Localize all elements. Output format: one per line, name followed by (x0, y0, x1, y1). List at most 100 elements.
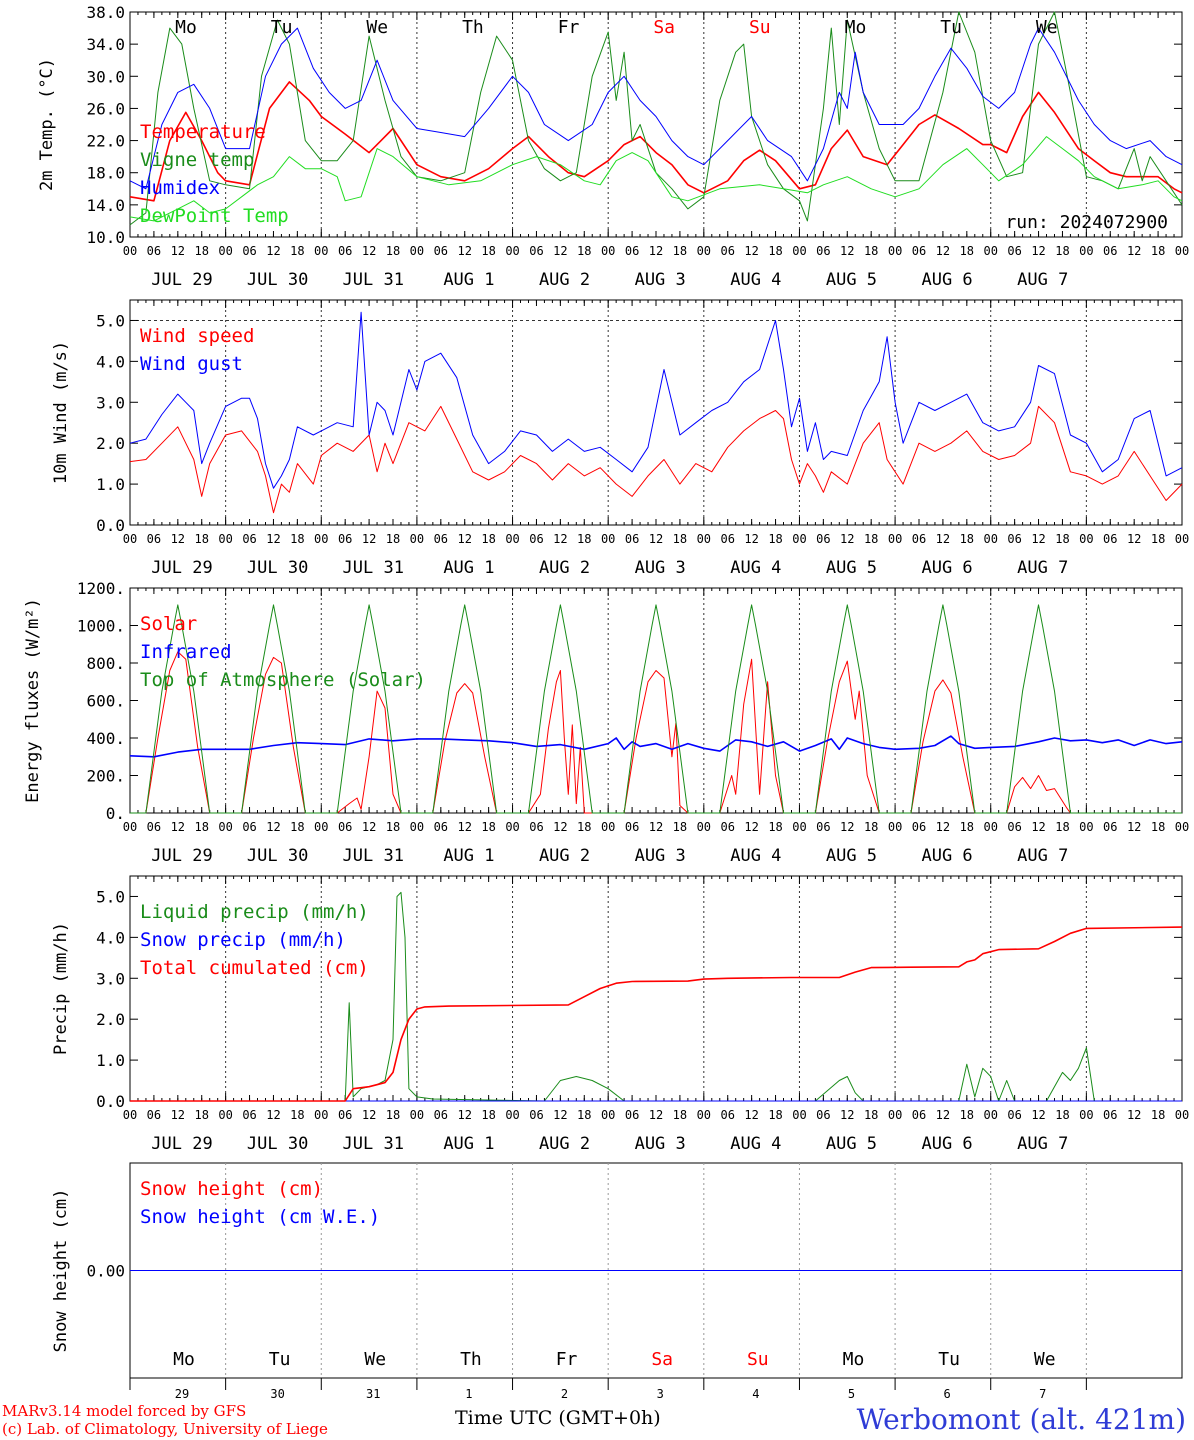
date-label: AUG 3 (635, 558, 686, 578)
series-line-1-2 (129, 11, 1183, 226)
hour-tick-label: 00 (792, 244, 806, 258)
date-label: AUG 7 (1017, 846, 1068, 866)
hour-tick-label: 12 (553, 1108, 567, 1122)
hour-tick-label: 06 (721, 820, 735, 834)
hour-tick-label: 18 (195, 820, 209, 834)
hour-tick-label: 00 (505, 244, 519, 258)
hour-tick-label: 18 (386, 820, 400, 834)
hour-tick-label: 06 (1103, 1108, 1117, 1122)
hour-tick-label: 18 (864, 1108, 878, 1122)
date-label: AUG 1 (443, 1134, 494, 1154)
hour-tick-label: 12 (553, 820, 567, 834)
date-label: AUG 4 (730, 558, 781, 578)
hour-tick-label: 06 (1007, 820, 1021, 834)
hour-tick-label: 12 (171, 244, 185, 258)
day-name-bottom: Fr (556, 1349, 578, 1370)
hour-tick-label: 00 (123, 820, 137, 834)
hour-tick-label: 12 (458, 820, 472, 834)
date-label: AUG 4 (730, 1134, 781, 1154)
series-line-4-1 (130, 891, 1182, 1102)
date-label: JUL 31 (343, 558, 404, 578)
date-label: AUG 5 (826, 1134, 877, 1154)
series-line-4-3 (130, 926, 1183, 1102)
day-name-top: Fr (558, 17, 580, 38)
hour-tick-label: 18 (768, 1108, 782, 1122)
hour-tick-label: 00 (314, 532, 328, 546)
series-line-2-2 (129, 311, 1183, 489)
x-axis-title: Time UTC (GMT+0h) (455, 1407, 661, 1429)
hour-tick-label: 00 (505, 532, 519, 546)
hour-tick-label: 06 (721, 244, 735, 258)
hour-tick-label: 00 (1175, 532, 1189, 546)
hour-tick-label: 00 (697, 532, 711, 546)
hour-tick-label: 00 (697, 820, 711, 834)
hour-tick-label: 06 (625, 1108, 639, 1122)
date-label: AUG 5 (826, 270, 877, 290)
panel-2: 00 06 12 18 00 06 12 18 00 06 12 18 00 06 12 18 00 06 12 18… (51, 299, 1189, 578)
day-name-top: Sa (653, 17, 675, 38)
hour-tick-label: 12 (649, 820, 663, 834)
y-tick-label: 2.0 (96, 1010, 125, 1029)
hour-tick-label: 12 (553, 532, 567, 546)
hour-tick-label: 06 (147, 1108, 161, 1122)
hour-tick-label: 00 (410, 820, 424, 834)
hour-tick-label: 12 (744, 1108, 758, 1122)
y-tick-label: 1.0 (96, 1051, 125, 1070)
hour-tick-label: 06 (721, 1108, 735, 1122)
hour-tick-label: 06 (912, 532, 926, 546)
hour-tick-label: 06 (338, 1108, 352, 1122)
hour-tick-label: 00 (792, 532, 806, 546)
day-name-top: We (1036, 17, 1058, 38)
date-label: AUG 3 (635, 270, 686, 290)
day-name-bottom: Su (747, 1349, 769, 1370)
y-tick-label: 5.0 (96, 887, 125, 906)
date-label: AUG 7 (1017, 270, 1068, 290)
y-tick-label: 10.0 (86, 228, 125, 247)
date-label: AUG 3 (635, 1134, 686, 1154)
date-label: AUG 6 (921, 846, 972, 866)
legend-entry: Wind speed (140, 325, 254, 347)
hour-tick-label: 12 (458, 532, 472, 546)
hour-tick-label: 00 (410, 532, 424, 546)
legend-entry: Snow height (cm) (140, 1178, 323, 1200)
date-label: JUL 30 (247, 1134, 308, 1154)
hour-tick-label: 18 (577, 532, 591, 546)
legend-entry: Solar (140, 613, 197, 635)
hour-tick-label: 00 (601, 820, 615, 834)
day-name-bottom: Tu (938, 1349, 960, 1370)
hour-tick-label: 12 (171, 1108, 185, 1122)
hour-tick-label: 06 (242, 244, 256, 258)
hour-tick-label: 06 (338, 820, 352, 834)
hour-tick-label: 00 (410, 244, 424, 258)
hour-tick-label: 00 (123, 244, 137, 258)
day-name-top: Tu (940, 17, 962, 38)
day-name-top: Mo (845, 17, 867, 38)
hour-tick-label: 00 (1079, 532, 1093, 546)
y-tick-label: 1.0 (96, 475, 125, 494)
y-tick-label: 1200. (77, 579, 125, 598)
date-label: AUG 1 (443, 270, 494, 290)
hour-tick-label: 00 (314, 244, 328, 258)
hour-tick-label: 12 (1031, 1108, 1045, 1122)
hour-tick-label: 18 (577, 820, 591, 834)
hour-tick-label: 12 (936, 1108, 950, 1122)
series-line-2-1 (129, 405, 1183, 514)
hour-tick-label: 06 (721, 532, 735, 546)
hour-tick-label: 18 (195, 1108, 209, 1122)
hour-tick-label: 12 (840, 244, 854, 258)
hour-tick-label: 06 (338, 532, 352, 546)
hour-tick-label: 00 (984, 532, 998, 546)
legend-entry: Wind gust (140, 353, 243, 375)
date-label: JUL 31 (343, 270, 404, 290)
hour-tick-label: 00 (984, 820, 998, 834)
hour-tick-label: 06 (625, 820, 639, 834)
date-label: JUL 30 (247, 846, 308, 866)
y-tick-label: 1000. (77, 617, 125, 636)
hour-tick-label: 12 (266, 1108, 280, 1122)
hour-tick-label: 18 (1151, 532, 1165, 546)
date-label: JUL 31 (343, 846, 404, 866)
hour-tick-label: 18 (481, 244, 495, 258)
hour-tick-label: 06 (338, 244, 352, 258)
y-axis-label: Precip (mm/h) (51, 922, 71, 1055)
hour-tick-label: 12 (171, 532, 185, 546)
